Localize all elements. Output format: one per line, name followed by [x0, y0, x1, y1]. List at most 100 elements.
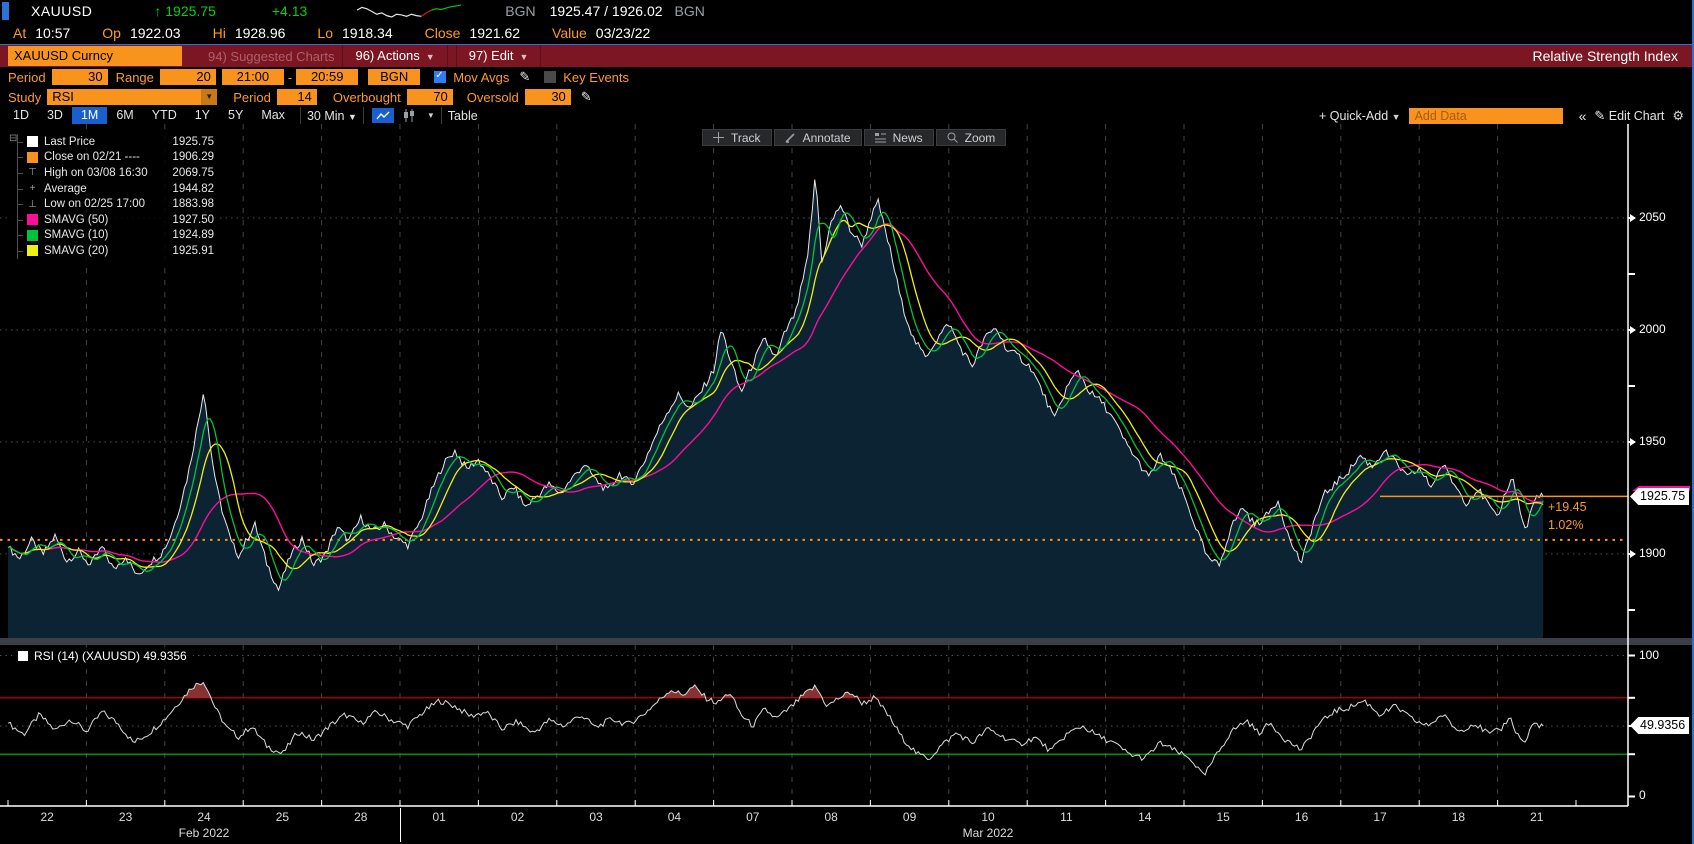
- legend-row: ⊥ Low on 02/25 17:00 1883.98: [14, 196, 214, 212]
- time-to-input[interactable]: 20:59: [296, 69, 359, 85]
- overbought-input[interactable]: 70: [406, 89, 453, 105]
- date-label: 16: [1294, 810, 1309, 824]
- zoom-button[interactable]: Zoom: [935, 129, 1007, 146]
- chevron-down-icon: ▼: [425, 52, 435, 62]
- legend-value: 1944.82: [172, 182, 214, 195]
- axis-tick-arrow: [1630, 550, 1636, 558]
- legend-tree-line: [17, 227, 27, 244]
- smavg50-line: [7, 223, 1544, 563]
- track-button[interactable]: Track: [702, 129, 772, 146]
- add-data-input[interactable]: Add Data: [1408, 107, 1563, 124]
- actions-menu-button[interactable]: 96) Actions ▼: [342, 45, 448, 67]
- chevron-down-icon[interactable]: ▼: [426, 111, 435, 120]
- price-area-fill: [8, 179, 1544, 638]
- period-input[interactable]: 30: [51, 69, 108, 85]
- oversold-label: Oversold: [466, 89, 519, 105]
- month-label-mar: Mar 2022: [962, 826, 1014, 840]
- stat-label: Close: [424, 25, 461, 41]
- candle-chart-type-button[interactable]: [398, 108, 420, 123]
- legend-marker-icon: ⊥: [28, 198, 37, 210]
- edit-chart-button[interactable]: ✎ Edit Chart: [1594, 107, 1665, 123]
- legend-row: Close on 02/21 ---- 1906.29: [14, 149, 214, 166]
- annotate-button[interactable]: Annotate: [773, 129, 862, 146]
- last-price-tag: 1925.75: [1630, 488, 1690, 505]
- candlestick-icon: [403, 109, 414, 122]
- legend-collapse-icon[interactable]: ⊟: [9, 133, 18, 144]
- mov-avgs-checkbox[interactable]: [434, 70, 447, 83]
- stat-label: Value: [552, 25, 587, 41]
- tab-range-1m[interactable]: 1M: [71, 107, 108, 124]
- quote-stat: At 10:57: [13, 25, 70, 41]
- legend-tree-line: [17, 243, 27, 259]
- tab-range-6m[interactable]: 6M: [116, 108, 134, 122]
- security-field[interactable]: XAUUSD Curncy: [8, 46, 182, 66]
- pencil-icon[interactable]: ✎: [519, 69, 531, 84]
- stat-label: Hi: [212, 25, 226, 41]
- magnifier-icon: [947, 132, 958, 143]
- legend-tree-line: [17, 211, 27, 228]
- rsi-axis-label: 100: [1639, 647, 1660, 662]
- date-label: 07: [746, 810, 760, 824]
- legend-value: 1924.89: [172, 229, 214, 242]
- ask-source: BGN: [674, 3, 705, 19]
- date-label: 18: [1451, 810, 1466, 824]
- table-button[interactable]: Table: [447, 108, 478, 123]
- date-label: 21: [1530, 810, 1544, 824]
- key-events-checkbox[interactable]: [544, 71, 557, 83]
- range-label: Range: [115, 69, 154, 85]
- header-divider: [0, 44, 1694, 45]
- legend-label: Low on 02/25 17:00: [44, 198, 146, 211]
- legend-tree-line: [17, 165, 27, 181]
- stat-value: 1918.34: [342, 25, 393, 41]
- news-button[interactable]: News: [863, 129, 934, 146]
- stat-value: 10:57: [35, 25, 71, 41]
- stat-value: 1921.62: [469, 25, 521, 41]
- edit-menu-button[interactable]: 97) Edit ▼: [455, 45, 542, 67]
- date-label: 15: [1216, 810, 1230, 824]
- legend-label: Last Price: [44, 135, 96, 148]
- line-chart-icon: [376, 111, 390, 119]
- price-axis-label: 1950: [1639, 434, 1666, 448]
- price-and-rsi-chart[interactable]: [0, 124, 1694, 808]
- change-annotation: +19.45 1.02%: [1548, 498, 1587, 534]
- suggested-charts-button[interactable]: 94) Suggested Charts: [208, 48, 335, 64]
- quote-stats-row: At 10:57 Op 1922.03 Hi 1928.96 Lo 1918.34 Close 1…: [0, 22, 1694, 44]
- date-label: 22: [40, 810, 54, 824]
- tab-range-ytd[interactable]: YTD: [151, 108, 177, 122]
- collapse-button[interactable]: «: [1578, 107, 1587, 124]
- stat-label: Op: [102, 25, 121, 41]
- legend-tree-line: [17, 196, 27, 212]
- period-label: Period: [8, 69, 46, 85]
- tab-range-max[interactable]: Max: [261, 108, 285, 122]
- quick-add-button[interactable]: + Quick-Add ▼: [1319, 108, 1401, 123]
- time-from-input[interactable]: 21:00: [221, 69, 284, 85]
- price-tick: [1628, 273, 1635, 275]
- legend-value: 1906.29: [172, 151, 214, 164]
- rsi-study-label: RSI (14) (XAUUSD) 49.9356: [12, 647, 193, 665]
- tab-range-1y[interactable]: 1Y: [194, 108, 211, 122]
- oversold-input[interactable]: 30: [524, 89, 571, 105]
- legend-marker-icon: ⊤: [28, 167, 37, 179]
- price-axis-label: 1900: [1639, 546, 1666, 560]
- study-period-label: Period: [233, 89, 271, 105]
- gear-icon[interactable]: ⚙: [1672, 107, 1684, 123]
- line-chart-type-button[interactable]: [371, 108, 394, 123]
- study-select[interactable]: RSI ▼: [47, 89, 218, 105]
- study-period-input[interactable]: 14: [276, 89, 317, 105]
- range-input[interactable]: 20: [159, 69, 216, 85]
- chevron-down-icon[interactable]: ▼: [201, 89, 218, 105]
- pencil-icon[interactable]: ✎: [580, 89, 592, 104]
- tab-range-1d[interactable]: 1D: [13, 108, 29, 122]
- date-label: 11: [1060, 810, 1073, 824]
- mov-avgs-label: Mov Avgs: [453, 69, 510, 85]
- rsi-tick: [1628, 696, 1635, 699]
- axis-tick-arrow: [1630, 214, 1636, 222]
- source-select[interactable]: BGN: [368, 69, 421, 85]
- range-tabs: 1D 3D 1M 6M YTD 1Y 5Y Max: [4, 107, 294, 124]
- interval-select[interactable]: 30 Min ▼: [306, 108, 357, 123]
- legend-row: Last Price 1925.75: [14, 134, 214, 150]
- tab-range-3d[interactable]: 3D: [46, 108, 63, 122]
- legend-label: Close on 02/21 ----: [44, 151, 140, 164]
- tab-range-5y[interactable]: 5Y: [228, 108, 244, 122]
- price-axis-label: 2050: [1639, 210, 1666, 224]
